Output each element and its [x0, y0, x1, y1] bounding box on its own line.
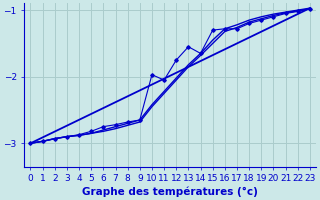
- X-axis label: Graphe des températures (°c): Graphe des températures (°c): [82, 186, 258, 197]
